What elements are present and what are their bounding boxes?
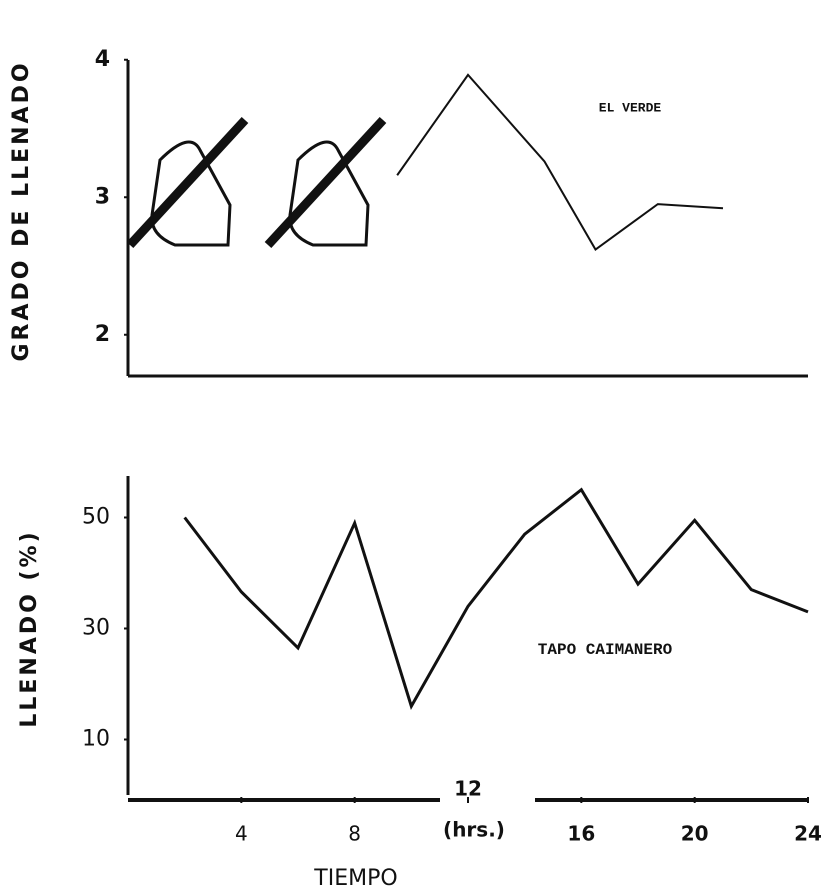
y-tick-label: 30: [82, 616, 110, 641]
hand-drawings: [126, 116, 387, 249]
x-tick-label: 20: [681, 822, 709, 846]
y-tick-label: 3: [95, 184, 110, 209]
x-tick-label: 8: [348, 822, 361, 846]
x-tick-label: 16: [567, 822, 595, 846]
x-tick-label: 4: [235, 822, 248, 846]
y-axis-label: LLENADO (%): [17, 529, 42, 727]
x-axis-label: TIEMPO: [313, 866, 397, 891]
y-tick-label: 10: [82, 727, 110, 752]
annotation: EL VERDE: [599, 100, 662, 115]
data-line: [183, 487, 809, 710]
annotation: TAPO CAIMANERO: [538, 641, 673, 659]
y-axis-label: GRADO DE LLENADO: [9, 60, 34, 361]
x-tick-label: 24: [794, 822, 822, 846]
x-tick-label: 12: [454, 777, 482, 801]
x-unit: (hrs.): [443, 818, 505, 842]
data-line: [396, 73, 724, 251]
y-tick-label: 50: [82, 505, 110, 530]
y-tick-label: 2: [95, 322, 110, 347]
y-tick-label: 4: [95, 47, 110, 72]
